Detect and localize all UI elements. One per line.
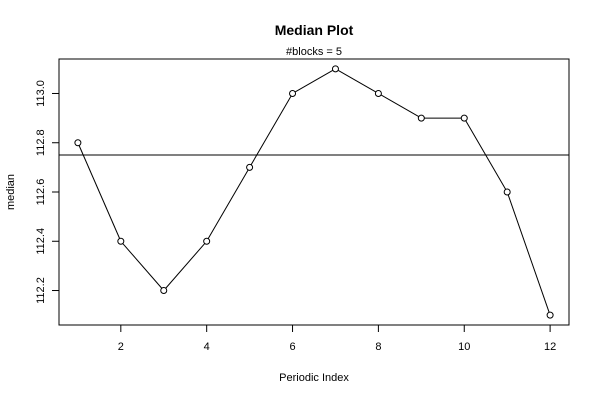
data-point (374, 89, 382, 97)
series-segment (507, 194, 550, 313)
y-tick-label: 113.0 (35, 80, 47, 107)
series-segment (294, 69, 334, 93)
data-point (246, 163, 254, 171)
data-point (160, 287, 168, 295)
y-axis-ticks: 112.2 112.4 112.6 112.8 113.0 (35, 80, 59, 304)
series-segment (122, 243, 163, 289)
data-point (546, 311, 554, 319)
data-point (417, 114, 425, 122)
x-tick-label: 6 (289, 341, 295, 353)
x-tick-label: 8 (375, 341, 381, 353)
series-segment (207, 169, 249, 239)
y-tick-label: 112.8 (35, 129, 47, 156)
data-point (203, 237, 211, 245)
x-axis-ticks: 2 4 6 8 10 12 (118, 325, 556, 353)
y-tick-label: 112.4 (35, 228, 47, 255)
chart-title: Median Plot (275, 22, 354, 38)
series-segment (165, 243, 206, 289)
series-segment (337, 69, 377, 93)
data-point (503, 188, 511, 196)
x-tick-label: 4 (204, 341, 210, 353)
x-tick-label: 2 (118, 341, 124, 353)
data-point (331, 65, 339, 73)
x-tick-label: 10 (458, 341, 470, 353)
series-segment (380, 94, 419, 118)
y-axis-label: median (5, 174, 17, 210)
x-tick-label: 12 (544, 341, 556, 353)
series-segment (78, 145, 121, 239)
data-point (74, 139, 82, 147)
chart-subtitle: #blocks = 5 (286, 46, 342, 58)
y-tick-label: 112.6 (35, 179, 47, 206)
plot-frame (58, 58, 570, 326)
data-point (117, 237, 125, 245)
series-group (74, 65, 554, 319)
data-point (460, 114, 468, 122)
data-point (289, 89, 297, 97)
series-segment (465, 120, 507, 190)
x-axis-label: Periodic Index (279, 372, 349, 384)
y-tick-label: 112.2 (35, 277, 47, 304)
series-segment (250, 95, 292, 166)
